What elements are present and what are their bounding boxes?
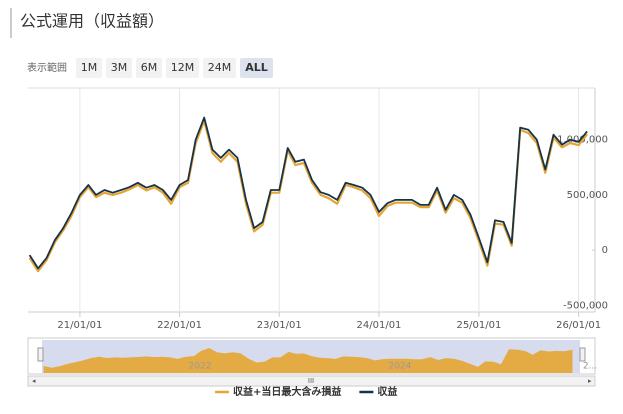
- legend-label[interactable]: 収益+当日最大含み損益: [233, 385, 341, 398]
- range-button-label[interactable]: 24M: [208, 61, 232, 74]
- x-tick-label: 21/01/01: [57, 320, 102, 331]
- navigator-handle[interactable]: [579, 347, 586, 362]
- y-tick-label: 0: [602, 245, 608, 256]
- scroll-left[interactable]: ◂: [32, 377, 36, 385]
- range-button[interactable]: [76, 58, 102, 78]
- x-tick-label: 22/01/01: [157, 320, 202, 331]
- range-button-label[interactable]: 3M: [111, 61, 128, 74]
- navigator-handle[interactable]: [37, 347, 44, 362]
- range-button-label[interactable]: 6M: [141, 61, 158, 74]
- x-tick-label: 26/01/01: [556, 320, 601, 331]
- series-line: [28, 116, 588, 270]
- navigator-area: [43, 348, 573, 373]
- navigator-frame: [27, 337, 596, 375]
- y-tick-label: 500,000: [567, 190, 608, 201]
- navigator-label: 2022: [189, 362, 212, 372]
- x-tick-label: 25/01/01: [456, 320, 501, 331]
- series-line: [28, 119, 588, 273]
- scrollbar-grip[interactable]: III: [308, 377, 314, 385]
- range-button[interactable]: [106, 58, 132, 78]
- range-button[interactable]: [240, 58, 273, 78]
- scroll-right[interactable]: ▸: [588, 377, 592, 385]
- range-label: 表示範囲: [27, 61, 67, 74]
- chart-title: 公式運用（収益額）: [20, 12, 164, 31]
- range-button[interactable]: [166, 58, 199, 78]
- scrollbar[interactable]: [27, 375, 596, 387]
- range-button-label[interactable]: 12M: [171, 61, 195, 74]
- range-button-label[interactable]: 1M: [81, 61, 98, 74]
- navigator-label: 2...: [583, 362, 597, 372]
- range-button-label[interactable]: ALL: [245, 61, 268, 74]
- y-tick-label: -500,000: [563, 300, 608, 311]
- legend-label[interactable]: 収益: [377, 385, 397, 398]
- navigator-label: 2024: [389, 362, 412, 372]
- range-button[interactable]: [136, 58, 162, 78]
- x-tick-label: 24/01/01: [357, 320, 402, 331]
- x-tick-label: 23/01/01: [257, 320, 302, 331]
- title-bar: [10, 8, 12, 38]
- range-button[interactable]: [203, 58, 236, 78]
